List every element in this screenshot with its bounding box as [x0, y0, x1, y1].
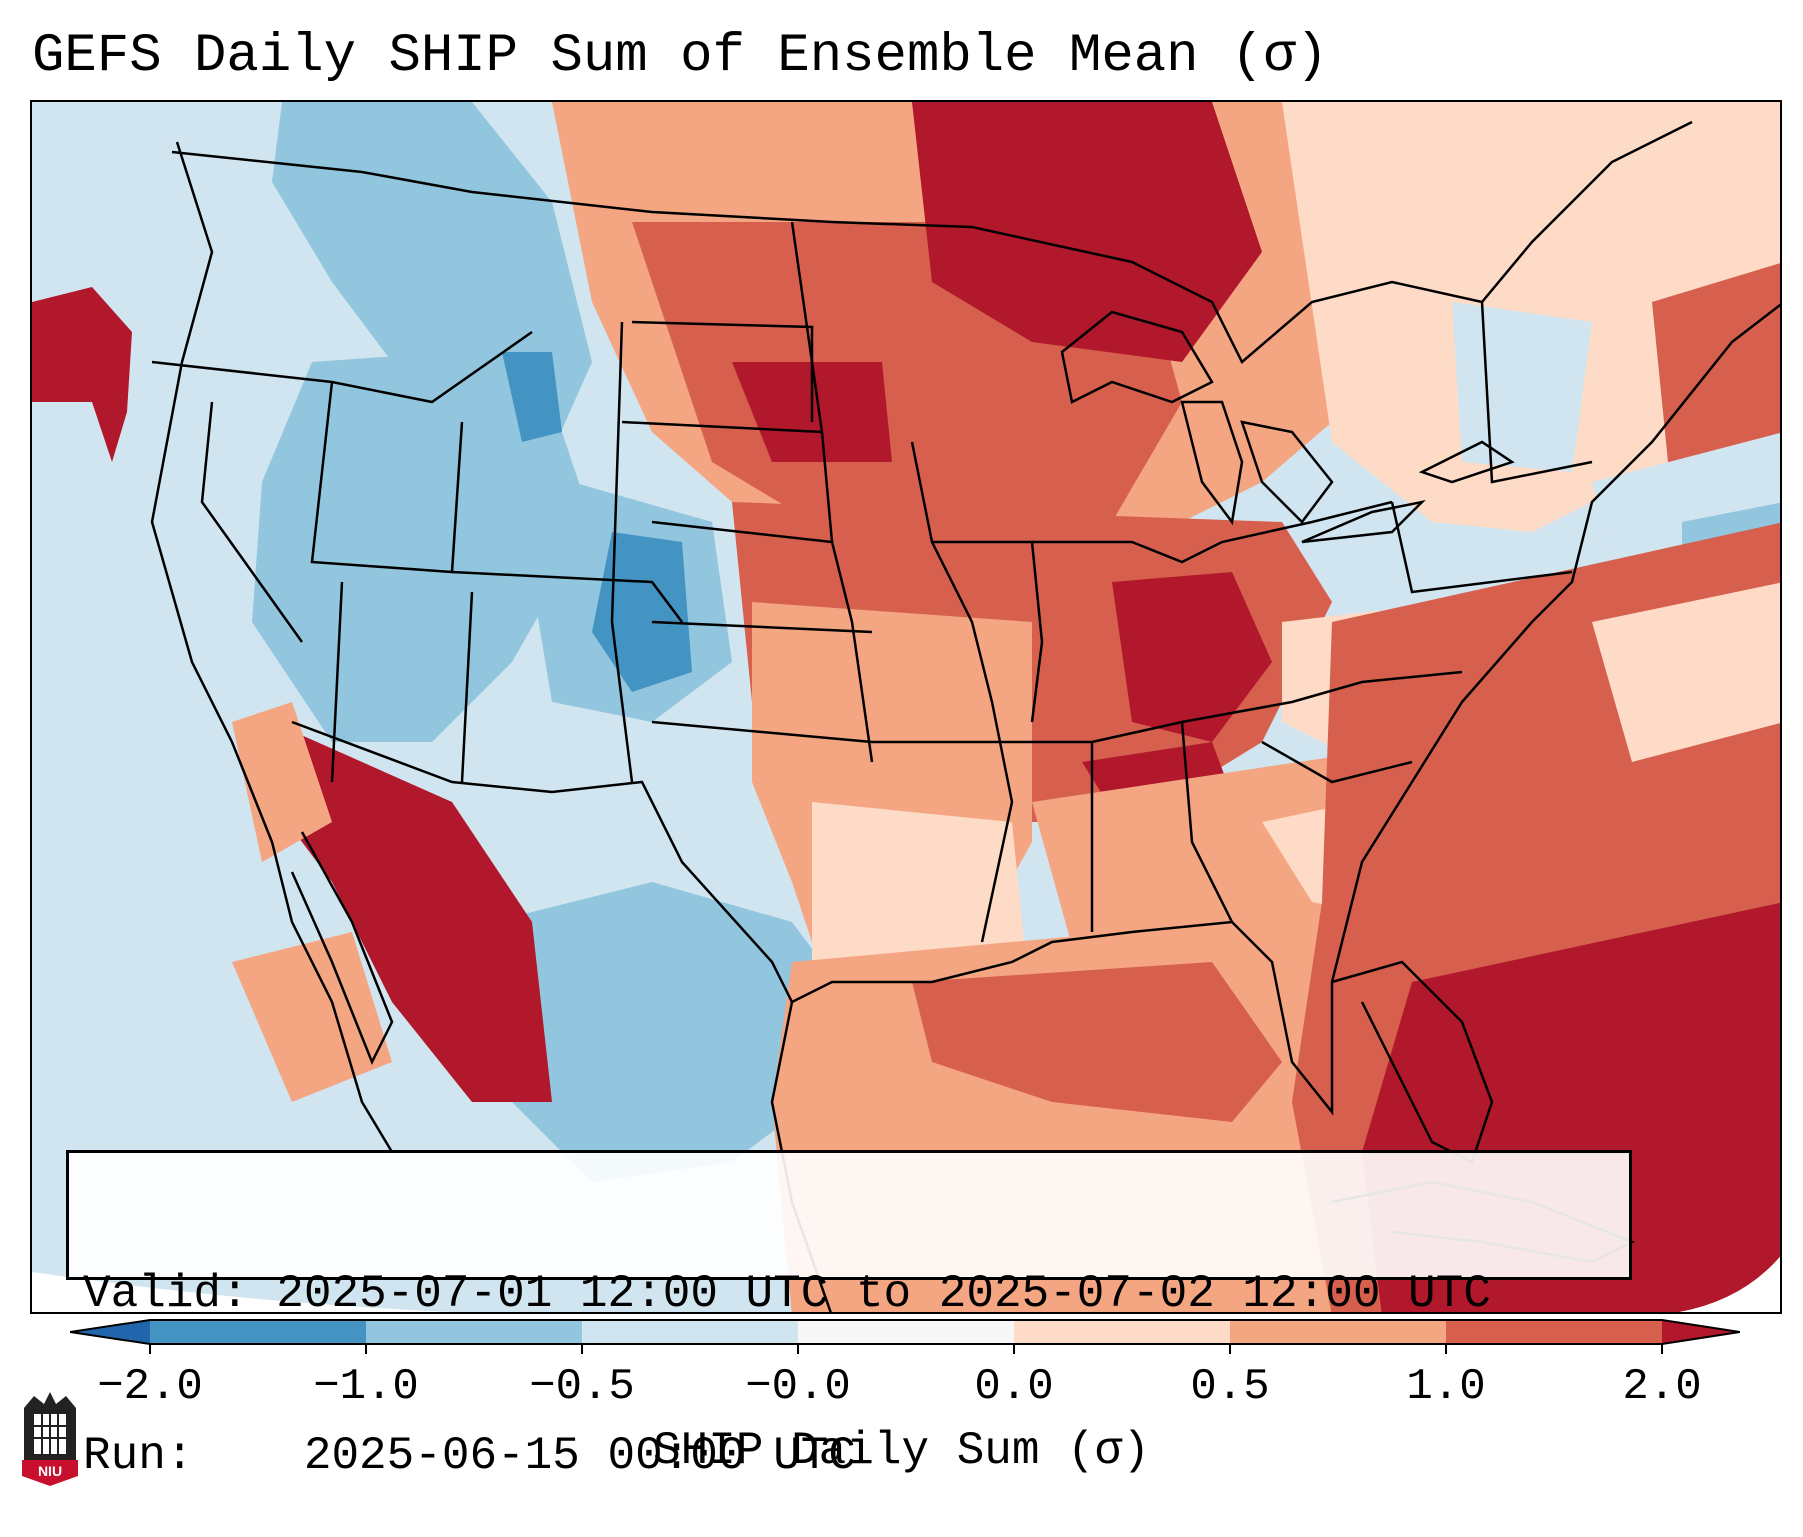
state-line — [651, 720, 873, 744]
colorbar-label: SHIP Daily Sum (σ) — [653, 1425, 1150, 1477]
map-title: GEFS Daily SHIP Sum of Ensemble Mean (σ) — [32, 26, 1329, 87]
state-line — [610, 321, 634, 783]
boundaries — [150, 120, 1780, 1312]
run-value: 2025-06-15 00:00 UTC — [303, 1430, 856, 1482]
colorbar-segment — [582, 1320, 798, 1344]
lake-huron — [1240, 420, 1334, 524]
colorbar-ticks — [149, 1344, 1663, 1354]
southern-east-coast — [291, 303, 1780, 1116]
colorbar-segment — [1446, 1320, 1662, 1344]
field-patch — [252, 352, 592, 742]
field-patch — [912, 102, 1262, 362]
logo-text: NIU — [38, 1463, 62, 1479]
state-line — [310, 381, 464, 574]
state-line — [651, 620, 873, 634]
state-line — [1480, 301, 1593, 484]
state-line — [651, 520, 874, 763]
colorbar-tick-label: −1.0 — [313, 1362, 419, 1412]
florida — [1331, 960, 1494, 1164]
map-panel — [30, 100, 1782, 1314]
state-line — [932, 540, 1044, 723]
state-line — [1261, 740, 1413, 784]
field-patch — [502, 352, 562, 442]
colorbar-segment — [366, 1320, 582, 1344]
logo-grid-icon — [34, 1414, 66, 1454]
colorbar-tick-label: 2.0 — [1622, 1362, 1702, 1412]
colorbar — [70, 1319, 1740, 1354]
field-patch — [492, 882, 852, 1182]
projection-edge — [1678, 1256, 1780, 1312]
state-line — [631, 320, 814, 422]
run-label: Run: — [83, 1430, 194, 1482]
colorbar-segment — [1014, 1320, 1230, 1344]
baja-california — [290, 831, 394, 1066]
info-box: Valid: 2025-07-01 12:00 UTC to 2025-07-0… — [66, 1150, 1632, 1482]
state-line — [1180, 721, 1234, 923]
field-patch — [1592, 582, 1780, 762]
colorbar-extend-low — [70, 1320, 150, 1344]
lake-superior — [1060, 310, 1214, 404]
state-line — [910, 441, 1014, 943]
field-patch — [32, 287, 132, 462]
valid-value: 2025-07-01 12:00 UTC to 2025-07-02 12:00… — [276, 1268, 1491, 1320]
northern-border — [171, 120, 1693, 364]
projection-edge — [32, 1272, 452, 1312]
state-line — [1390, 501, 1573, 594]
state-line — [200, 401, 304, 643]
field-patch — [912, 962, 1282, 1122]
colorbar-segment — [1230, 1320, 1446, 1344]
colorbar-segment — [798, 1320, 1014, 1344]
lake-erie — [1301, 499, 1426, 544]
colorbar-tick-label: −0.0 — [745, 1362, 851, 1412]
state-line — [330, 581, 344, 783]
lake-ontario — [1418, 440, 1515, 484]
valid-row: Valid: 2025-07-01 12:00 UTC to 2025-07-0… — [83, 1267, 1615, 1321]
field-patch — [1112, 572, 1272, 742]
field-patch — [1452, 302, 1592, 472]
colorbar-tick-label: 1.0 — [1406, 1362, 1486, 1412]
map-canvas — [32, 102, 1780, 1312]
colorbar-tick-label: −0.5 — [529, 1362, 635, 1412]
valid-label: Valid: — [83, 1268, 249, 1320]
logo-banner-icon — [22, 1460, 78, 1486]
state-line — [621, 420, 823, 434]
field-patch — [272, 722, 552, 1102]
field-patch — [232, 702, 332, 862]
lake-michigan — [1180, 400, 1244, 526]
niu-logo: NIU — [22, 1392, 78, 1486]
state-line — [151, 330, 533, 404]
colorbar-tick-label: 0.0 — [974, 1362, 1054, 1412]
state-line — [451, 570, 683, 623]
state-line — [1032, 500, 1393, 564]
colorbar-tick-label: −2.0 — [97, 1362, 203, 1412]
colorbar-extend-high — [1662, 1320, 1740, 1344]
run-row: Run: 2025-06-15 00:00 UTC — [83, 1429, 1615, 1483]
colorbar-tick-label: 0.5 — [1190, 1362, 1270, 1412]
colorbar-segment — [150, 1320, 366, 1344]
state-line — [790, 221, 834, 543]
west-coast — [150, 141, 394, 1153]
field-patch — [232, 932, 392, 1102]
state-line — [460, 591, 474, 783]
